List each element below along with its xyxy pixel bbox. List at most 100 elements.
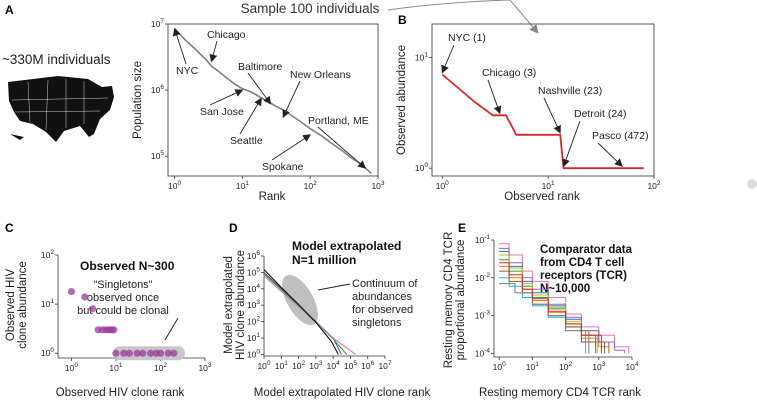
header-arrow-a <box>387 0 511 11</box>
x-tick-label-e-2: 102 <box>559 361 572 372</box>
x-tick-label-b-0: 100 <box>436 180 449 191</box>
y-label-d-line1: Model extrapolated <box>223 256 235 354</box>
hiv-clone-point <box>89 305 97 313</box>
axes-b <box>431 23 655 177</box>
tcr-curve-10 <box>499 262 602 354</box>
sample-label-1: Chicago (3) <box>482 67 536 79</box>
hiv-clone-point <box>133 349 141 357</box>
title-e-line3: receptors (TCR) <box>540 270 627 282</box>
hiv-clone-point <box>164 349 172 357</box>
x-tick-label-c-2: 102 <box>154 362 167 373</box>
y-tick-label-d-2: 102 <box>247 316 260 327</box>
hiv-clone-point <box>81 293 89 301</box>
continuum-note-line3: for observed <box>352 304 413 316</box>
city-arrow-6 <box>271 134 312 161</box>
hiv-clone-point <box>139 349 147 357</box>
continuum-note-line4: singletons <box>352 317 402 329</box>
singletons-note-line2: observed once <box>87 292 159 304</box>
city-label-6: Spokane <box>262 161 304 173</box>
singletons-note-line1: "Singletons" <box>93 279 152 291</box>
title-c: Observed N~300 <box>80 259 175 273</box>
x-tick-label-a-3: 103 <box>371 180 384 191</box>
x-tick-label-e-1: 101 <box>526 361 539 372</box>
panel-letter-c: C <box>5 221 14 235</box>
hiv-clone-point <box>120 349 128 357</box>
y-tick-label-d-6: 106 <box>247 250 260 261</box>
sample-rank-curve <box>441 73 644 170</box>
x-tick-label-c-3: 103 <box>198 362 211 373</box>
sample-label-0: NYC (1) <box>448 32 486 44</box>
tcr-curve-5 <box>499 247 626 354</box>
x-tick-label-a-1: 101 <box>236 180 249 191</box>
header-arrow-b <box>509 0 539 34</box>
title-e-line4: N~10,000 <box>540 283 590 295</box>
y-tick-label-c-0: 100 <box>41 347 54 358</box>
page-dot <box>747 179 757 189</box>
figure-header: Sample 100 individuals <box>241 1 380 16</box>
x-tick-label-b-1: 101 <box>542 180 555 191</box>
y-tick-label-a-2: 107 <box>151 18 164 29</box>
panel-letter-e: E <box>458 221 466 235</box>
city-arrow-1 <box>209 40 218 63</box>
axes-a <box>167 23 379 177</box>
y-tick-label-d-1: 101 <box>247 332 260 343</box>
x-tick-label-d-7: 107 <box>378 360 391 371</box>
continuum-note-line2: abundances <box>352 291 412 303</box>
title-e-line1: Comparator data <box>540 244 633 256</box>
title-e-line2: from CD4 T cell <box>540 257 624 269</box>
city-arrow-5 <box>282 80 301 118</box>
y-label-c-line2: clone abundance <box>17 261 29 349</box>
y-tick-label-e-3: 10-1 <box>475 234 491 245</box>
x-tick-label-d-3: 103 <box>309 360 322 371</box>
sample-arrow-2 <box>543 97 561 134</box>
city-label-4: Seattle <box>230 135 263 147</box>
city-arrow-0 <box>172 27 187 65</box>
city-rank-curve <box>174 28 372 174</box>
city-arrow-7 <box>317 126 367 169</box>
x-tick-label-e-4: 104 <box>625 361 638 372</box>
y-tick-label-b-1: 101 <box>415 51 428 62</box>
sample-arrow-3 <box>562 120 581 168</box>
hiv-clone-point <box>146 349 155 357</box>
x-tick-label-e-3: 103 <box>592 361 605 372</box>
x-tick-label-a-0: 100 <box>168 180 181 191</box>
us-map-icon <box>8 76 114 142</box>
population-label: ~330M individuals <box>2 52 111 67</box>
title-d-line2: N=1 million <box>292 253 356 267</box>
sample-label-2: Nashville (23) <box>538 85 602 97</box>
hiv-clone-point <box>170 349 178 357</box>
y-label-e-line1: Resting memory CD4 TCR <box>443 232 455 369</box>
panel-letter-b: B <box>398 13 407 27</box>
panel-letter-a: A <box>5 3 14 17</box>
panel-letter-d: D <box>229 221 238 235</box>
hiv-clone-point <box>156 349 165 357</box>
x-label-c: Observed HIV clone rank <box>56 387 185 399</box>
city-arrow-4 <box>239 97 262 135</box>
hiv-clone-point <box>125 349 133 357</box>
y-tick-label-e-0: 10-4 <box>475 347 491 358</box>
y-tick-label-e-1: 10-3 <box>475 310 491 321</box>
x-tick-label-d-1: 101 <box>275 360 288 371</box>
city-label-2: San Jose <box>200 106 244 118</box>
y-tick-label-c-2: 102 <box>41 249 54 260</box>
y-tick-label-d-4: 104 <box>247 283 260 294</box>
city-label-0: NYC <box>176 65 199 77</box>
city-label-1: Chicago <box>207 29 246 41</box>
x-label-b: Observed rank <box>504 191 580 203</box>
sample-arrow-1 <box>487 79 502 115</box>
x-tick-label-c-0: 100 <box>65 362 78 373</box>
y-label-a: Population size <box>132 61 144 139</box>
city-label-7: Portland, ME <box>308 115 369 127</box>
sample-label-4: Pasco (472) <box>592 130 649 142</box>
y-tick-label-c-1: 101 <box>41 298 54 309</box>
x-tick-label-b-2: 102 <box>647 180 660 191</box>
x-tick-label-c-1: 101 <box>109 362 122 373</box>
sample-arrow-4 <box>597 142 623 167</box>
continuum-pointer <box>317 283 351 291</box>
hiv-clone-point <box>110 326 118 334</box>
x-tick-label-d-6: 106 <box>361 360 374 371</box>
x-tick-label-d-5: 105 <box>344 360 357 371</box>
hiv-clone-point <box>112 349 120 357</box>
singletons-note-line3: but could be clonal <box>77 305 169 317</box>
hiv-clone-point <box>67 287 76 296</box>
